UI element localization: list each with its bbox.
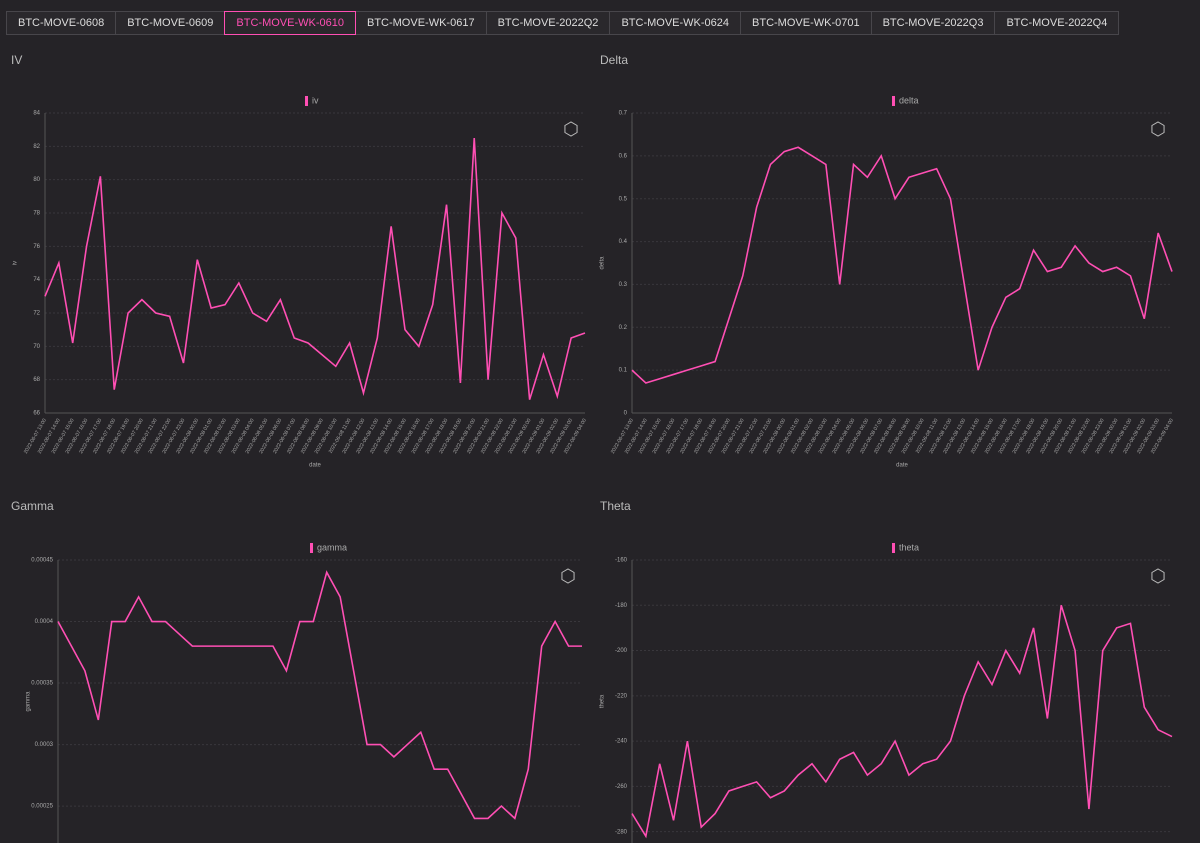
legend-label: delta xyxy=(899,95,919,105)
panel-title: IV xyxy=(11,53,22,67)
y-tick-label: 0 xyxy=(624,411,628,417)
y-tick-label: -280 xyxy=(615,829,628,835)
tab-bar: BTC-MOVE-0608 BTC-MOVE-0609 BTC-MOVE-WK-06… xyxy=(6,11,1120,35)
tab[interactable]: BTC-MOVE-WK-0701 xyxy=(740,11,872,35)
y-tick-label: 82 xyxy=(33,144,40,150)
y-tick-label: 0.4 xyxy=(619,239,628,245)
y-tick-label: -260 xyxy=(615,784,628,790)
panel-title: Theta xyxy=(600,499,631,513)
tab[interactable]: BTC-MOVE-0609 xyxy=(115,11,226,35)
y-tick-label: 74 xyxy=(33,277,40,283)
tab[interactable]: BTC-MOVE-0608 xyxy=(6,11,117,35)
series-line xyxy=(631,146,1173,384)
y-tick-label: 0.6 xyxy=(619,153,628,159)
legend-label: theta xyxy=(899,542,919,552)
legend-label: gamma xyxy=(317,542,347,552)
y-axis-label: delta xyxy=(600,256,606,270)
y-tick-label: 72 xyxy=(33,311,40,317)
y-tick-label: 66 xyxy=(33,411,40,417)
chart-icon xyxy=(564,121,578,137)
chart-icon xyxy=(1151,568,1165,584)
panel-title: Gamma xyxy=(11,499,54,513)
y-tick-label: 78 xyxy=(33,211,40,217)
y-axis-label: gamma xyxy=(26,691,32,712)
y-tick-label: 80 xyxy=(33,177,40,183)
y-tick-label: 0.0004 xyxy=(35,619,54,625)
y-tick-label: 0.5 xyxy=(619,196,628,202)
tab[interactable]: BTC-MOVE-WK-0610 xyxy=(224,11,356,35)
legend-label: iv xyxy=(312,95,319,105)
y-tick-label: 68 xyxy=(33,377,40,383)
y-tick-label: 70 xyxy=(33,344,40,350)
chart-icon xyxy=(1151,121,1165,137)
y-tick-label: 76 xyxy=(33,244,40,250)
y-tick-label: 0.00025 xyxy=(31,804,53,810)
y-tick-label: 84 xyxy=(33,111,40,117)
y-axis-label: theta xyxy=(600,694,606,708)
tab[interactable]: BTC-MOVE-2022Q4 xyxy=(994,11,1120,35)
tab[interactable]: BTC-MOVE-WK-0624 xyxy=(609,11,742,35)
y-tick-label: -180 xyxy=(615,603,628,609)
y-tick-label: 0.00045 xyxy=(31,558,53,564)
tab[interactable]: BTC-MOVE-2022Q2 xyxy=(485,11,611,35)
series-line xyxy=(57,570,582,820)
tab[interactable]: BTC-MOVE-WK-0617 xyxy=(354,11,487,35)
x-axis-label: date xyxy=(309,463,321,469)
y-tick-label: -200 xyxy=(615,648,628,654)
y-tick-label: 0.0003 xyxy=(35,742,54,748)
tab[interactable]: BTC-MOVE-2022Q3 xyxy=(870,11,996,35)
series-line xyxy=(631,605,1173,839)
y-axis-label: iv xyxy=(13,261,19,265)
legend-swatch xyxy=(892,543,895,553)
panel-title: Delta xyxy=(600,53,628,67)
series-line xyxy=(44,137,586,400)
legend-swatch xyxy=(310,543,313,553)
y-tick-label: -220 xyxy=(615,693,628,699)
x-axis-label: date xyxy=(896,463,908,469)
y-tick-label: 0.2 xyxy=(619,325,628,331)
chart-icon xyxy=(561,568,575,584)
legend-swatch xyxy=(892,96,895,106)
legend-swatch xyxy=(305,96,308,106)
y-tick-label: -160 xyxy=(615,558,628,564)
y-tick-label: 0.00035 xyxy=(31,681,53,687)
y-tick-label: -240 xyxy=(615,739,628,745)
y-tick-label: 0.3 xyxy=(619,282,628,288)
y-tick-label: 0.1 xyxy=(619,368,628,374)
y-tick-label: 0.7 xyxy=(619,111,628,117)
